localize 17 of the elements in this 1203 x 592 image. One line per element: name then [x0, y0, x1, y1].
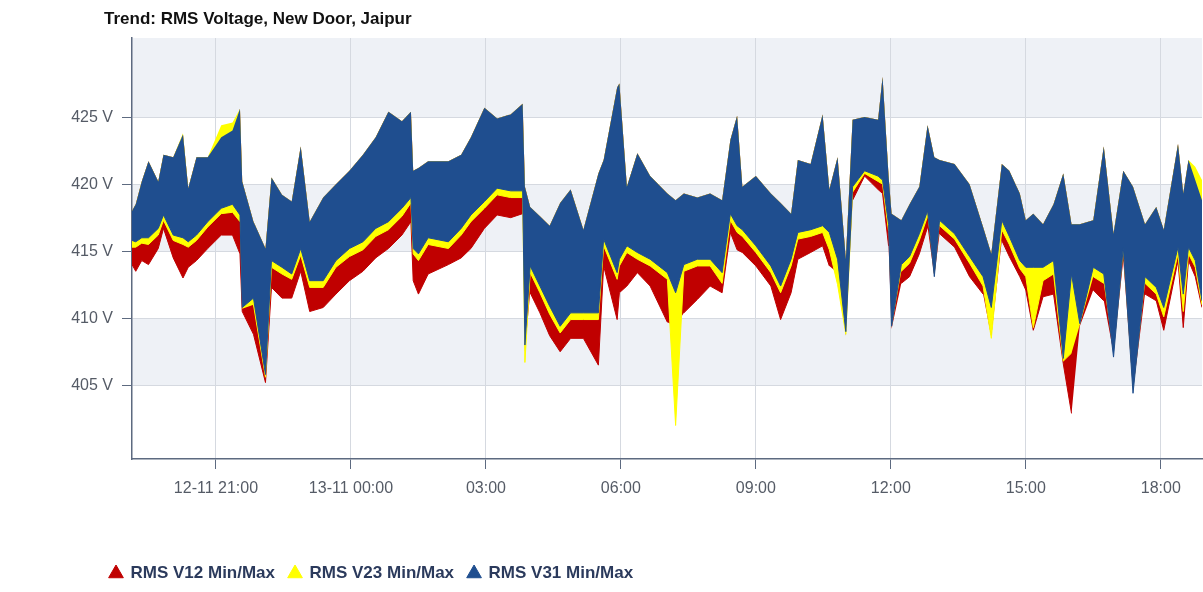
x-tick-label: 18:00	[1140, 479, 1181, 497]
legend-label: RMS V12 Min/Max	[130, 563, 276, 583]
x-tick-label: 09:00	[735, 479, 776, 497]
y-tick-label: 425 V	[71, 107, 114, 125]
y-tick-label: 410 V	[71, 308, 114, 326]
x-tick-label: 06:00	[600, 479, 641, 497]
x-tick-label: 12:00	[870, 479, 911, 497]
y-tick-label: 420 V	[71, 174, 114, 192]
legend-label: RMS V31 Min/Max	[488, 563, 634, 583]
chart-title: Trend: RMS Voltage, New Door, Jaipur	[104, 9, 412, 29]
legend-label: RMS V23 Min/Max	[309, 563, 455, 583]
x-tick-label: 03:00	[465, 479, 507, 497]
x-tick-label: 13-11 00:00	[308, 479, 394, 497]
x-tick-label: 15:00	[1005, 479, 1046, 497]
x-tick-label: 12-11 21:00	[173, 479, 259, 497]
y-tick-label: 415 V	[71, 241, 114, 259]
y-tick-label: 405 V	[71, 375, 114, 393]
